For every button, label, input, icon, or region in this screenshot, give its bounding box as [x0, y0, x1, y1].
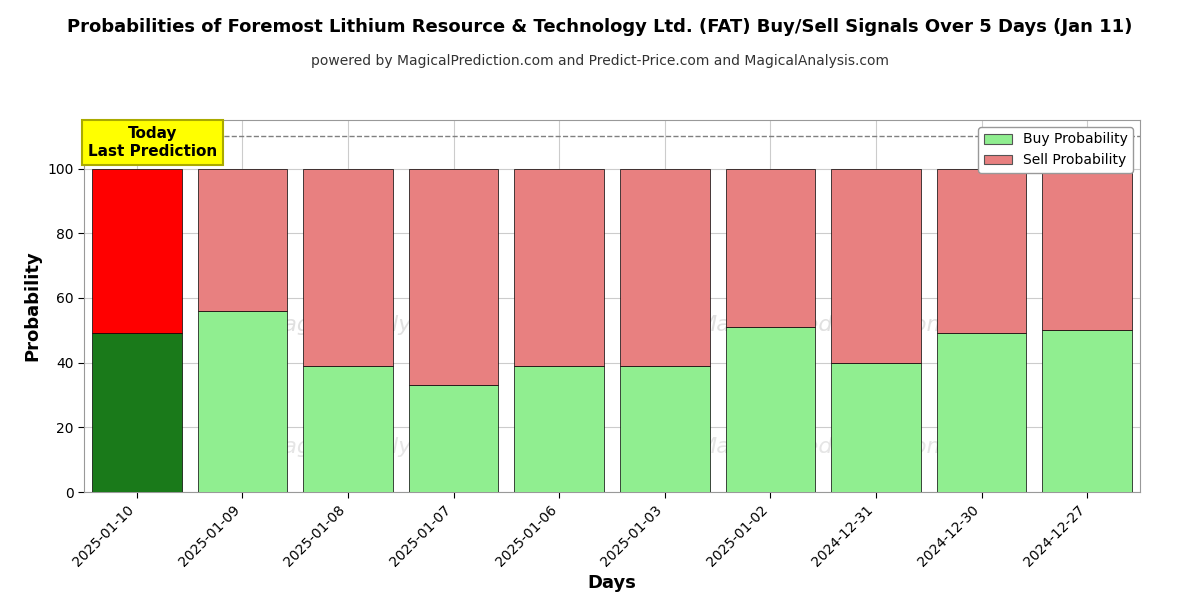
Bar	[409, 169, 498, 385]
Text: MagicalPrediction.com: MagicalPrediction.com	[697, 314, 949, 335]
Bar	[198, 169, 287, 311]
Y-axis label: Probability: Probability	[24, 251, 42, 361]
Legend: Buy Probability, Sell Probability: Buy Probability, Sell Probability	[978, 127, 1133, 173]
Bar	[304, 366, 392, 492]
Bar	[198, 311, 287, 492]
Bar	[726, 327, 815, 492]
X-axis label: Days: Days	[588, 574, 636, 592]
Bar	[620, 366, 709, 492]
Bar	[726, 169, 815, 327]
Bar	[92, 334, 181, 492]
Text: MagicalAnalysis.com: MagicalAnalysis.com	[264, 314, 496, 335]
Bar	[1043, 169, 1132, 330]
Text: powered by MagicalPrediction.com and Predict-Price.com and MagicalAnalysis.com: powered by MagicalPrediction.com and Pre…	[311, 54, 889, 68]
Bar	[620, 169, 709, 366]
Bar	[832, 169, 920, 362]
Bar	[832, 362, 920, 492]
Bar	[1043, 330, 1132, 492]
Text: MagicalPrediction.com: MagicalPrediction.com	[697, 437, 949, 457]
Text: Today
Last Prediction: Today Last Prediction	[88, 127, 217, 159]
Bar	[937, 334, 1026, 492]
Bar	[409, 385, 498, 492]
Text: Probabilities of Foremost Lithium Resource & Technology Ltd. (FAT) Buy/Sell Sign: Probabilities of Foremost Lithium Resour…	[67, 18, 1133, 36]
Bar	[92, 169, 181, 334]
Bar	[937, 169, 1026, 334]
Bar	[304, 169, 392, 366]
Bar	[515, 169, 604, 366]
Bar	[515, 366, 604, 492]
Text: MagicalAnalysis.com: MagicalAnalysis.com	[264, 437, 496, 457]
